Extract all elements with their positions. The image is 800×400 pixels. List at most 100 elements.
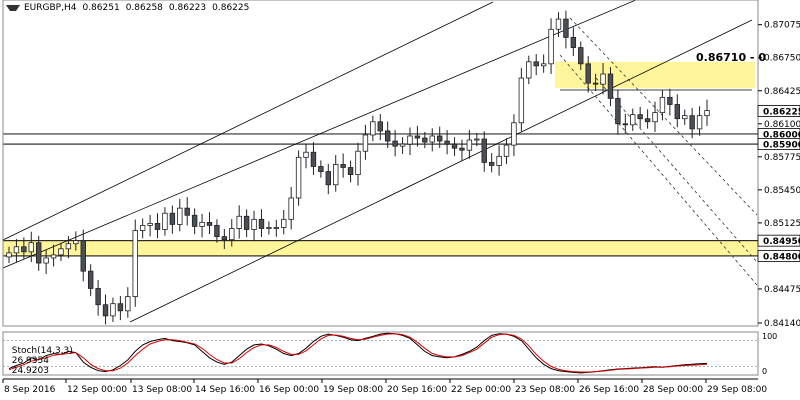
candle-body bbox=[229, 228, 235, 241]
candle-body bbox=[370, 121, 376, 136]
candle-body bbox=[58, 248, 64, 256]
channel-line bbox=[129, 19, 753, 323]
candle-body bbox=[659, 96, 666, 114]
candle-body bbox=[503, 144, 510, 157]
candle-body bbox=[347, 167, 354, 176]
dropdown-triangle-icon bbox=[6, 5, 20, 17]
candle-body bbox=[407, 135, 413, 145]
candle-body bbox=[65, 243, 72, 250]
x-axis-tick-label: 22 Sep 00:00 bbox=[451, 385, 511, 395]
descending-channel-line bbox=[595, 77, 758, 263]
candle-body bbox=[199, 221, 205, 227]
x-axis-tick-label: 8 Sep 2016 bbox=[4, 385, 56, 395]
candle-body bbox=[325, 171, 331, 186]
candle-body bbox=[600, 73, 606, 85]
stochastic-frame bbox=[2, 331, 759, 376]
price-label-box bbox=[757, 234, 800, 247]
candle-body bbox=[696, 115, 703, 130]
y-axis-tick-label: 0.86750 bbox=[764, 54, 800, 64]
x-axis-tick-label: 16 Sep 00:00 bbox=[259, 385, 319, 395]
y-axis-tick-label: 0.85450 bbox=[764, 186, 800, 196]
y-axis-tick-label: 0.85775 bbox=[764, 153, 800, 163]
candle-body bbox=[95, 288, 101, 306]
candle-body bbox=[399, 143, 406, 147]
price-label: 0.85900 bbox=[763, 141, 800, 151]
y-axis-tick-label: 0.84140 bbox=[764, 319, 800, 329]
stochastic-header: Stoch(14,3,3) 26.9354 24.9203 bbox=[6, 336, 77, 376]
candle-body bbox=[214, 225, 220, 238]
channel-line bbox=[2, 0, 637, 269]
x-axis-tick-label: 19 Sep 08:00 bbox=[323, 385, 383, 395]
candle-body bbox=[592, 82, 599, 85]
candle-body bbox=[258, 218, 265, 229]
price-label-box bbox=[757, 105, 800, 117]
ohlc-close: 0.86225 bbox=[212, 3, 250, 13]
candle-body bbox=[466, 139, 473, 151]
candle-body bbox=[429, 135, 435, 143]
candle-body bbox=[177, 207, 183, 225]
candle-body bbox=[310, 151, 317, 167]
stoch-d-value: 24.9203 bbox=[11, 366, 49, 376]
candle-body bbox=[13, 246, 20, 254]
candle-body bbox=[243, 215, 250, 230]
candle-body bbox=[622, 123, 629, 126]
price-label: 0.86000 bbox=[763, 130, 800, 140]
candle-body bbox=[652, 112, 658, 123]
candle-body bbox=[474, 138, 480, 141]
candle-body bbox=[333, 164, 339, 186]
y-axis-tick-label: 0.86425 bbox=[764, 87, 800, 97]
candle-body bbox=[526, 61, 532, 79]
candle-body bbox=[28, 242, 34, 253]
support-zone bbox=[2, 240, 759, 257]
candle-body bbox=[637, 114, 643, 120]
candle-body bbox=[80, 240, 86, 272]
candle-body bbox=[585, 63, 591, 84]
candle-body bbox=[444, 140, 450, 145]
candle-body bbox=[704, 110, 710, 117]
price-label: 0.86225 bbox=[763, 108, 800, 118]
annotation-label: 0.86710 - 0 bbox=[696, 51, 766, 64]
candle-body bbox=[184, 207, 190, 216]
candle-body bbox=[6, 252, 12, 258]
symbol-timeframe: EURGBP,H4 bbox=[24, 3, 77, 13]
candle-body bbox=[385, 130, 391, 142]
candle-body bbox=[154, 222, 161, 230]
candle-body bbox=[570, 36, 577, 48]
candle-body bbox=[132, 230, 138, 297]
candle-body bbox=[236, 215, 242, 229]
candle-body bbox=[414, 135, 421, 139]
candle-body bbox=[273, 227, 280, 229]
candle-body bbox=[125, 296, 131, 312]
candle-body bbox=[630, 114, 636, 126]
candle-body bbox=[488, 162, 495, 166]
candle-body bbox=[511, 122, 517, 146]
ohlc-low: 0.86223 bbox=[168, 3, 207, 13]
x-axis-tick-label: 14 Sep 16:00 bbox=[195, 385, 255, 395]
candle-body bbox=[496, 155, 502, 166]
candle-body bbox=[303, 151, 309, 158]
candle-body bbox=[340, 164, 346, 168]
candle-body bbox=[451, 143, 458, 149]
candle-body bbox=[50, 254, 57, 259]
descending-channel-line bbox=[559, 54, 758, 286]
candle-body bbox=[139, 225, 146, 231]
stochastic-pane: 100 0 bbox=[2, 331, 777, 376]
price-label-box bbox=[757, 250, 800, 262]
candle-body bbox=[377, 121, 383, 132]
candle-body bbox=[355, 150, 361, 176]
candle-body bbox=[221, 236, 228, 241]
candle-body bbox=[362, 134, 369, 152]
stoch-name: Stoch(14,3,3) bbox=[11, 346, 73, 356]
candle-body bbox=[288, 197, 294, 220]
candle-body bbox=[43, 257, 49, 264]
candle-body bbox=[436, 135, 443, 142]
x-axis-tick-label: 29 Sep 08:00 bbox=[707, 385, 767, 395]
candle-body bbox=[318, 166, 324, 172]
candle-body bbox=[73, 240, 79, 245]
candle-body bbox=[162, 212, 168, 230]
stochastic-tick-label: 100 bbox=[762, 332, 777, 341]
ohlc-open: 0.86251 bbox=[82, 3, 120, 13]
price-pane-frame bbox=[2, 0, 759, 327]
